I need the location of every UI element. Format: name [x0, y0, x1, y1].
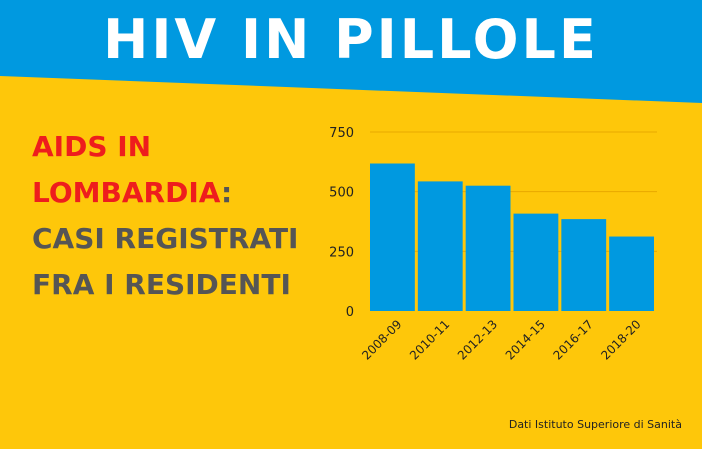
headline-casi-registrati: CASI REGISTRATI	[32, 222, 299, 255]
bar	[370, 163, 415, 311]
y-tick-label: 500	[329, 186, 354, 201]
headline-colon: :	[220, 176, 233, 209]
headline: AIDS IN LOMBARDIA: CASI REGISTRATI FRA I…	[32, 124, 332, 308]
bar	[513, 213, 559, 311]
x-tick-label: 2010-11	[407, 317, 452, 362]
bar	[465, 185, 511, 311]
x-tick-label: 2012-13	[455, 317, 500, 362]
x-tick-label: 2008-09	[359, 317, 404, 362]
x-tick-label: 2014-15	[503, 317, 548, 362]
bar	[417, 181, 463, 311]
bar	[609, 236, 654, 311]
source-note: Dati Istituto Superiore di Sanità	[508, 418, 682, 431]
headline-line-2: LOMBARDIA:	[32, 170, 332, 216]
x-tick-label: 2016-17	[551, 317, 596, 362]
headline-line-1: AIDS IN	[32, 124, 332, 170]
title-banner	[0, 0, 702, 103]
bar	[561, 219, 607, 311]
y-tick-label: 0	[346, 305, 354, 320]
headline-fra-i-residenti: FRA I RESIDENTI	[32, 268, 291, 301]
y-tick-label: 750	[329, 126, 354, 141]
title-banner-shape	[0, 0, 702, 103]
x-tick-label: 2018-20	[598, 317, 643, 362]
page-title: HIV IN PILLOLE	[103, 8, 599, 71]
y-tick-label: 250	[329, 245, 354, 260]
headline-lombardia: LOMBARDIA	[32, 176, 221, 209]
headline-aids-in: AIDS IN	[32, 130, 152, 163]
